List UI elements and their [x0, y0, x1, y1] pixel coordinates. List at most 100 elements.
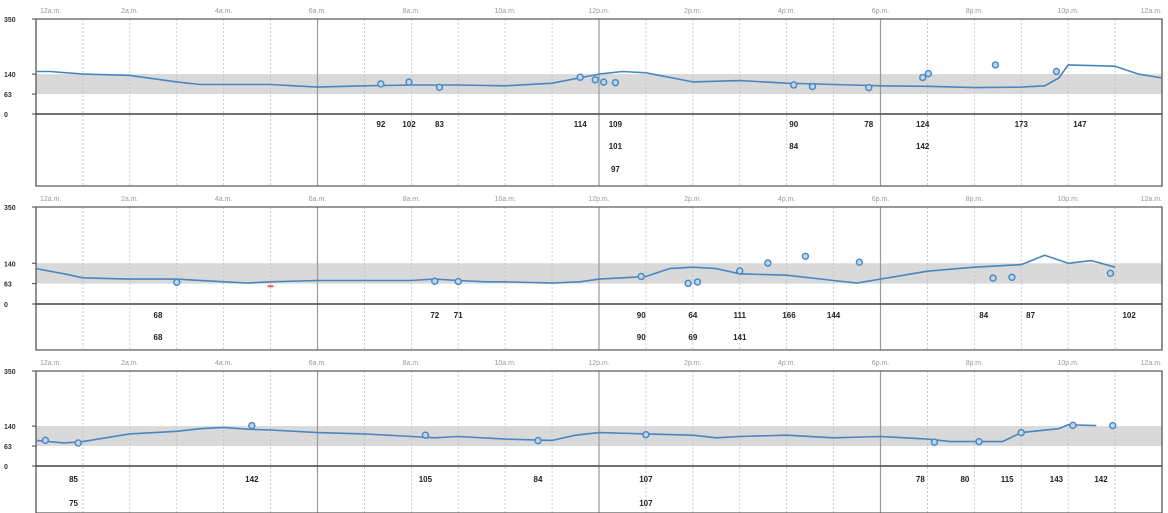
time-tick-label: 4p.m.	[778, 196, 796, 203]
reading-value-label: 84	[789, 142, 798, 151]
reading-marker	[576, 73, 584, 81]
reading-value-label: 115	[1001, 475, 1014, 484]
time-tick-label: 6a.m.	[309, 8, 327, 15]
y-tick-label: 0	[4, 302, 8, 309]
time-tick-label: 2p.m.	[684, 196, 702, 203]
time-tick-label: 6a.m.	[309, 196, 327, 203]
time-tick-label: 6p.m.	[872, 360, 890, 367]
reading-value-label: 78	[916, 475, 925, 484]
time-tick-label: 10a.m.	[494, 8, 515, 15]
reading-marker	[855, 258, 864, 266]
y-tick-label: 140	[4, 424, 16, 431]
reading-value-label: 90	[637, 311, 646, 320]
y-tick-label: 63	[4, 444, 12, 451]
reading-value-label: 97	[611, 165, 620, 174]
reading-marker	[637, 272, 645, 281]
reading-value-label: 92	[376, 120, 385, 129]
y-tick-label: 350	[4, 205, 16, 212]
reading-value-label: 78	[864, 120, 873, 129]
y-tick-label: 63	[4, 282, 12, 289]
reading-value-label: 90	[789, 120, 798, 129]
time-tick-label: 4a.m.	[215, 8, 233, 15]
reading-marker	[736, 267, 744, 275]
reading-marker	[1106, 269, 1115, 278]
time-tick-label: 4a.m.	[215, 196, 233, 203]
reading-value-label: 142	[1094, 475, 1108, 484]
chart-panel-3: 12a.m. 2a.m. 4a.m. 6a.m. 8a.m. 10a.m. 12p.m. 2p…	[4, 360, 1163, 513]
reading-marker	[865, 83, 873, 92]
reading-value-label: 101	[609, 142, 623, 151]
reading-marker	[454, 277, 462, 286]
reading-value-label: 114	[574, 120, 587, 129]
reading-marker	[74, 439, 82, 447]
time-tick-label: 12p.m.	[588, 360, 609, 367]
time-tick-label: 10p.m.	[1057, 360, 1078, 367]
reading-value-label: 85	[69, 475, 78, 484]
reading-value-label: 87	[1026, 311, 1035, 320]
time-tick-label: 12a.m.	[40, 360, 61, 367]
time-tick-label: 6a.m.	[309, 360, 327, 367]
reading-value-label: 68	[154, 333, 163, 342]
y-tick-label: 0	[4, 112, 8, 119]
reading-value-label: 68	[154, 311, 163, 320]
reading-marker	[611, 78, 620, 87]
time-tick-label: 6p.m.	[872, 196, 890, 203]
reading-marker	[377, 80, 385, 88]
reading-marker	[431, 277, 439, 285]
time-tick-label: 10p.m.	[1057, 196, 1078, 203]
reading-value-label: 84	[979, 311, 988, 320]
reading-value-label: 124	[916, 120, 930, 129]
glucose-trend-line	[35, 254, 1116, 284]
reading-value-label: 141	[733, 333, 747, 342]
time-tick-label: 8p.m.	[966, 196, 984, 203]
glucose-trend-line	[36, 64, 1163, 89]
time-tick-label: 2a.m.	[121, 196, 139, 203]
reading-value-label: 143	[1050, 475, 1064, 484]
reading-value-label: 102	[402, 120, 416, 129]
time-tick-label: 6p.m.	[872, 8, 890, 15]
reading-marker	[764, 259, 772, 267]
reading-marker	[1069, 421, 1077, 430]
time-tick-label: 12a.m.	[1141, 8, 1162, 15]
time-tick-label: 2p.m.	[684, 8, 702, 15]
time-tick-label: 8p.m.	[966, 8, 984, 15]
reading-value-label: 105	[419, 475, 433, 484]
reading-marker	[975, 437, 983, 446]
reading-marker	[808, 82, 817, 91]
time-tick-label: 8p.m.	[966, 360, 984, 367]
reading-marker	[790, 81, 798, 89]
reading-value-label: 173	[1015, 120, 1029, 129]
reading-marker	[924, 69, 933, 78]
time-tick-label: 2a.m.	[121, 8, 139, 15]
reading-marker	[421, 431, 430, 439]
reading-marker	[534, 436, 542, 445]
reading-marker	[801, 252, 810, 260]
time-tick-label: 4p.m.	[778, 360, 796, 367]
reading-marker	[1052, 67, 1061, 76]
reading-value-label: 72	[430, 311, 439, 320]
reading-marker	[591, 76, 599, 84]
time-tick-label: 2a.m.	[121, 360, 139, 367]
reading-value-label: 69	[688, 333, 697, 342]
reading-marker	[930, 438, 939, 446]
time-tick-label: 12p.m.	[588, 8, 609, 15]
reading-marker	[599, 78, 608, 86]
reading-marker	[684, 279, 692, 288]
time-tick-label: 12p.m.	[588, 196, 609, 203]
reading-marker	[41, 436, 50, 445]
reading-value-label: 71	[454, 311, 463, 320]
time-tick-label: 4a.m.	[215, 360, 233, 367]
reading-value-label: 144	[827, 311, 841, 320]
reading-value-label: 111	[734, 311, 747, 320]
reading-marker	[405, 78, 413, 86]
reading-marker	[989, 274, 997, 282]
time-tick-label: 12a.m.	[40, 196, 61, 203]
time-tick-label: 12a.m.	[1141, 196, 1162, 203]
reading-marker	[1008, 273, 1016, 281]
reading-marker	[1017, 428, 1025, 437]
time-tick-label: 2p.m.	[684, 360, 702, 367]
time-tick-label: 4p.m.	[778, 8, 796, 15]
reading-value-label: 147	[1073, 120, 1087, 129]
time-tick-label: 8a.m.	[403, 360, 421, 367]
reading-marker	[991, 61, 1000, 69]
